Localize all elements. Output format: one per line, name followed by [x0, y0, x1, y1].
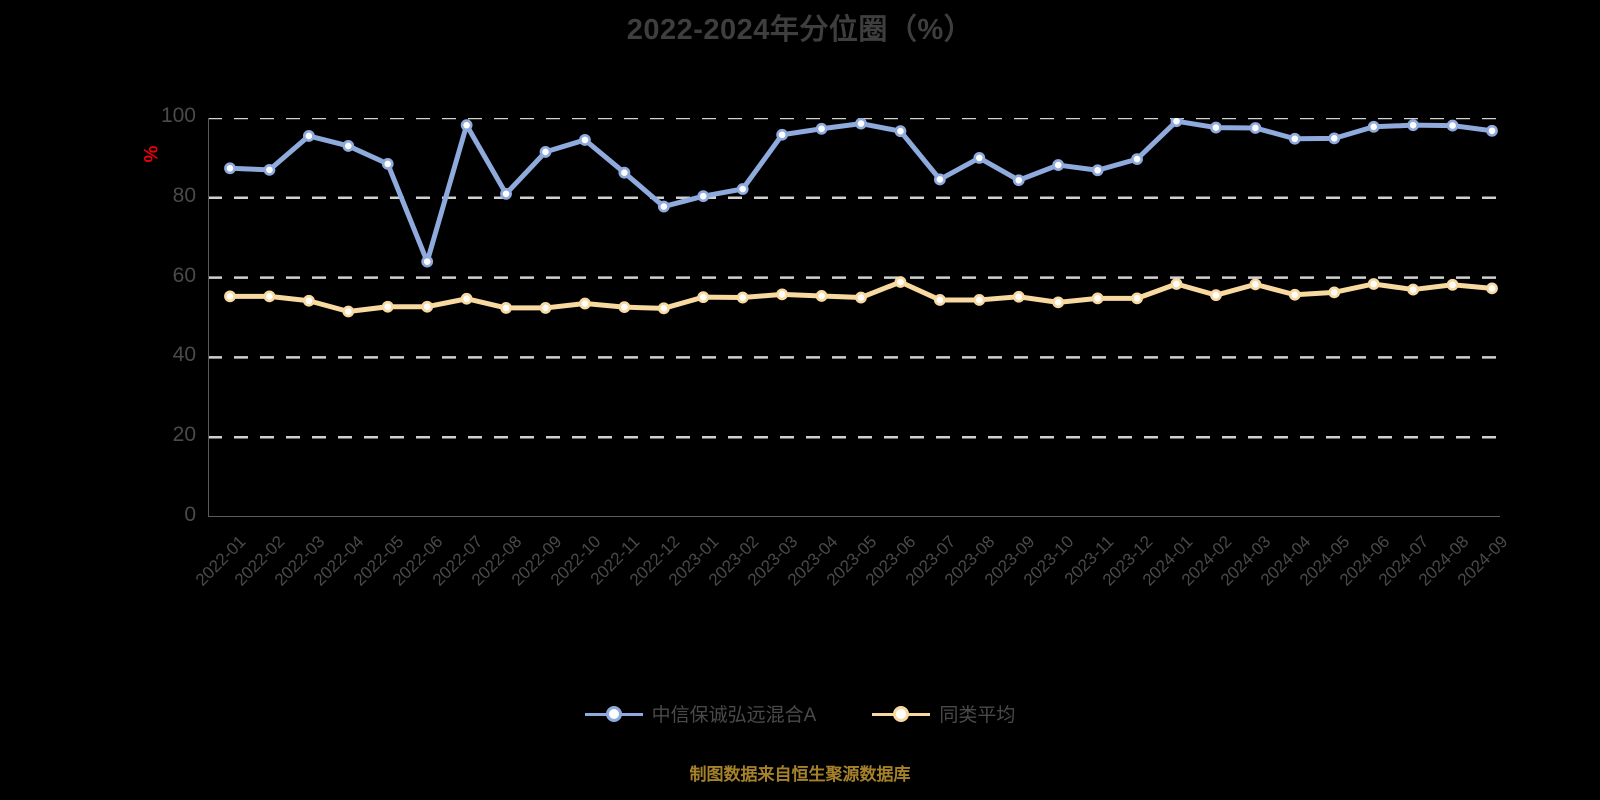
- data-point[interactable]: [1210, 289, 1222, 302]
- y-tick-label: 20: [172, 423, 196, 447]
- axis-lines: [208, 118, 1500, 517]
- data-point[interactable]: [776, 128, 789, 141]
- page-title: 2022-2024年分位圈（%）: [626, 14, 974, 46]
- legend-item-0[interactable]: 中信保诚弘远混合A: [584, 700, 817, 727]
- data-point[interactable]: [1446, 119, 1459, 132]
- data-point[interactable]: [736, 291, 749, 304]
- data-point[interactable]: [539, 146, 552, 158]
- data-point[interactable]: [894, 276, 907, 288]
- y-tick-label: 80: [172, 183, 196, 207]
- data-point[interactable]: [579, 134, 591, 146]
- data-point[interactable]: [933, 173, 946, 186]
- data-point[interactable]: [815, 122, 828, 135]
- data-point[interactable]: [894, 125, 907, 138]
- data-point[interactable]: [1486, 282, 1498, 295]
- data-point[interactable]: [1407, 119, 1420, 132]
- legend-marker-icon: [872, 703, 931, 725]
- footer-source-note: 制图数据来自恒生聚源数据库: [689, 765, 911, 784]
- data-point[interactable]: [342, 305, 355, 318]
- plot-area: [208, 118, 1500, 517]
- data-point[interactable]: [973, 294, 986, 306]
- data-point[interactable]: [815, 290, 828, 302]
- data-point[interactable]: [1367, 120, 1380, 133]
- series-layer: [224, 118, 1498, 318]
- data-point[interactable]: [973, 152, 986, 164]
- data-point[interactable]: [1131, 292, 1143, 305]
- x-axis-tick-labels: 2022-01 2022-02 2022-03 2022-04 2022-05 2022-…: [192, 524, 1512, 634]
- series-line-0: [227, 118, 1495, 265]
- data-point[interactable]: [539, 302, 552, 314]
- data-point[interactable]: [224, 290, 236, 303]
- data-point[interactable]: [697, 190, 710, 203]
- data-point[interactable]: [657, 302, 670, 315]
- data-point[interactable]: [263, 163, 276, 176]
- data-point[interactable]: [618, 166, 631, 179]
- data-point[interactable]: [933, 294, 946, 306]
- gridlines: [208, 118, 1500, 439]
- line-chart-svg: [208, 118, 1500, 517]
- data-point[interactable]: [263, 290, 276, 303]
- data-point[interactable]: [1210, 121, 1222, 134]
- data-point[interactable]: [460, 292, 473, 305]
- data-point[interactable]: [1170, 118, 1183, 128]
- data-point[interactable]: [697, 291, 710, 304]
- data-point[interactable]: [1052, 296, 1065, 309]
- data-point[interactable]: [1249, 278, 1262, 291]
- data-point[interactable]: [500, 302, 512, 314]
- legend-item-1[interactable]: 同类平均: [872, 700, 1015, 727]
- y-tick-label: 0: [184, 503, 196, 526]
- data-point[interactable]: [381, 157, 394, 170]
- legend-label: 同类平均: [939, 705, 1016, 726]
- data-point[interactable]: [1407, 283, 1420, 296]
- data-point[interactable]: [1486, 124, 1498, 137]
- data-point[interactable]: [224, 162, 236, 175]
- data-point[interactable]: [1012, 174, 1025, 187]
- data-point[interactable]: [342, 140, 355, 152]
- data-point[interactable]: [579, 297, 591, 310]
- data-point[interactable]: [855, 291, 867, 304]
- data-point[interactable]: [1328, 286, 1341, 299]
- data-point[interactable]: [657, 200, 670, 213]
- data-point[interactable]: [736, 183, 749, 195]
- data-point[interactable]: [1091, 292, 1104, 305]
- data-point[interactable]: [1012, 290, 1025, 303]
- chart-legend: 中信保诚弘远混合A 同类平均: [0, 700, 1600, 727]
- data-point[interactable]: [1328, 132, 1341, 145]
- data-point[interactable]: [1091, 164, 1104, 177]
- legend-label: 中信保诚弘远混合A: [651, 705, 817, 726]
- data-point[interactable]: [381, 300, 394, 313]
- data-point[interactable]: [302, 294, 315, 307]
- data-point[interactable]: [1288, 288, 1301, 301]
- y-axis-tick-labels: 0 20 40 60 80 100: [128, 0, 196, 800]
- y-tick-label: 100: [160, 104, 196, 127]
- data-point[interactable]: [776, 288, 789, 301]
- data-point[interactable]: [460, 119, 473, 132]
- legend-marker-icon: [584, 703, 643, 725]
- data-point[interactable]: [1446, 278, 1459, 291]
- data-point[interactable]: [1367, 278, 1380, 290]
- data-point[interactable]: [1170, 278, 1183, 290]
- data-point[interactable]: [421, 255, 434, 268]
- data-point[interactable]: [421, 300, 434, 313]
- y-tick-label: 40: [172, 343, 196, 367]
- data-point[interactable]: [1249, 122, 1262, 134]
- data-point[interactable]: [1052, 159, 1065, 171]
- data-point[interactable]: [500, 187, 512, 200]
- data-point[interactable]: [1288, 132, 1301, 145]
- data-point[interactable]: [855, 118, 867, 130]
- data-point[interactable]: [1131, 153, 1143, 165]
- data-point[interactable]: [618, 301, 631, 314]
- y-tick-label: 60: [172, 263, 196, 287]
- data-point[interactable]: [302, 130, 315, 142]
